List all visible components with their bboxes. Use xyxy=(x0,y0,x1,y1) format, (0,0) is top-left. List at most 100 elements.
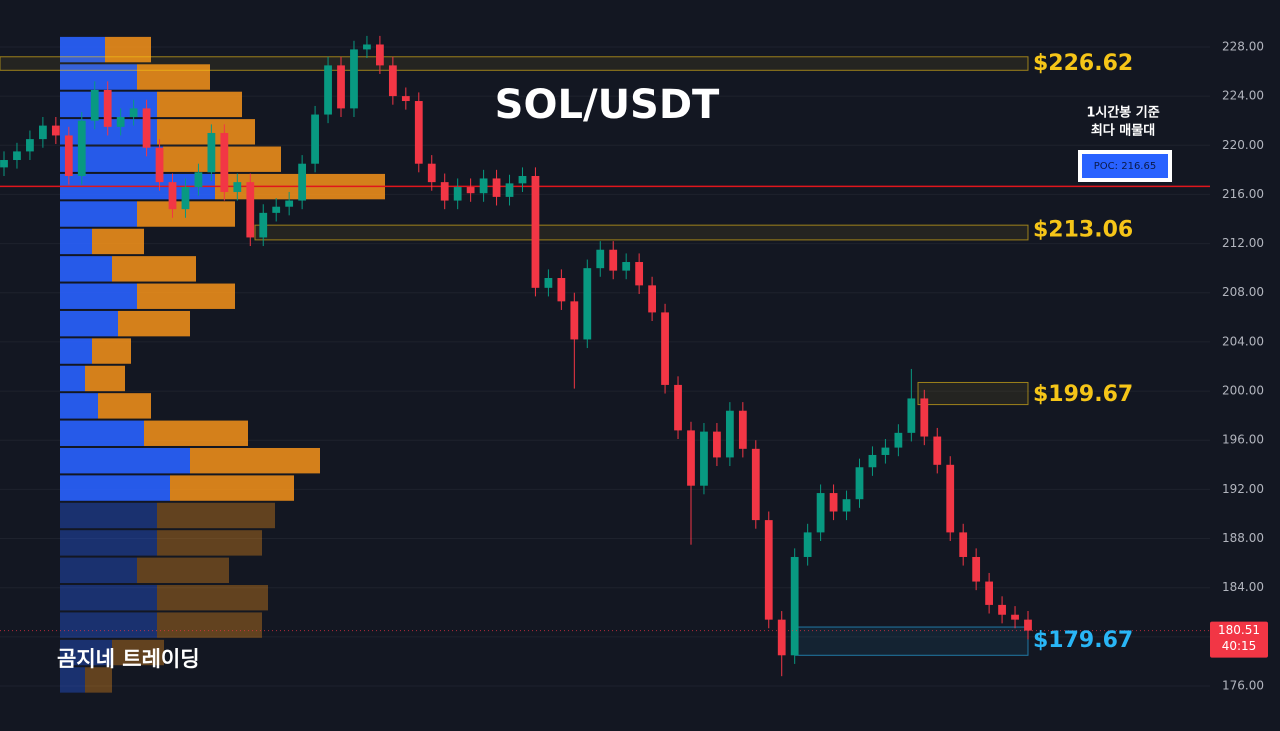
level-label: $226.62 xyxy=(1033,51,1133,76)
y-tick-label: 216.00 xyxy=(1222,187,1264,201)
profile-sell xyxy=(98,393,151,419)
candle-body xyxy=(609,249,618,271)
y-tick-label: 220.00 xyxy=(1222,138,1264,152)
profile-sell xyxy=(85,667,112,693)
candle-body xyxy=(531,175,540,288)
candle-body xyxy=(777,619,786,656)
plot xyxy=(0,35,1210,693)
profile-buy xyxy=(60,146,163,172)
candle-body xyxy=(518,175,527,184)
candle-body xyxy=(233,182,242,192)
candle-body xyxy=(259,212,268,238)
candle-body xyxy=(803,532,812,557)
candle-body xyxy=(0,160,8,168)
y-tick-label: 212.00 xyxy=(1222,236,1264,250)
profile-sell xyxy=(157,91,242,118)
profile-buy xyxy=(60,420,144,446)
profile-sell xyxy=(137,64,210,90)
candle-body xyxy=(583,268,592,340)
profile-buy xyxy=(60,557,137,584)
candle-body xyxy=(207,132,216,173)
profile-buy xyxy=(60,365,85,392)
profile-sell xyxy=(105,36,151,63)
profile-sell xyxy=(157,502,275,529)
level-label: $179.67 xyxy=(1033,628,1133,653)
level-zone xyxy=(794,626,1029,656)
candle-body xyxy=(661,312,669,385)
candle-body xyxy=(142,108,151,148)
profile-buy xyxy=(60,338,92,364)
candle-body xyxy=(116,116,125,127)
profile-sell xyxy=(190,447,320,474)
profile-buy xyxy=(60,530,157,556)
profile-sell xyxy=(85,365,125,392)
y-tick-label: 176.00 xyxy=(1222,679,1264,693)
candle-body xyxy=(920,398,929,437)
candle-body xyxy=(298,163,307,201)
candle-body xyxy=(129,108,138,117)
candle-body xyxy=(401,96,410,102)
candle-body xyxy=(751,448,760,521)
candle-body xyxy=(544,277,553,288)
profile-buy xyxy=(60,283,137,309)
y-tick-label: 196.00 xyxy=(1222,433,1264,447)
level-label: $199.67 xyxy=(1033,382,1133,407)
profile-sell xyxy=(92,338,131,364)
candle-body xyxy=(427,163,436,183)
y-tick-label: 224.00 xyxy=(1222,89,1264,103)
y-tick-label: 184.00 xyxy=(1222,580,1264,594)
profile-buy xyxy=(60,667,85,693)
candle-body xyxy=(246,182,255,238)
candle-body xyxy=(194,172,203,188)
profile-buy xyxy=(60,585,157,611)
candle-body xyxy=(337,65,345,109)
candle-body xyxy=(453,187,462,201)
poc-label: POC: 216.65 xyxy=(1094,161,1156,172)
candle-body xyxy=(440,182,449,201)
candle-body xyxy=(64,135,73,176)
candle-body xyxy=(38,125,47,140)
y-tick-label: 188.00 xyxy=(1222,531,1264,545)
y-tick-label: 204.00 xyxy=(1222,334,1264,348)
candles xyxy=(0,35,1032,677)
candle-body xyxy=(181,187,190,210)
candle-body xyxy=(816,493,825,533)
profile-buy xyxy=(60,228,92,255)
candle-body xyxy=(466,187,475,194)
profile-buy xyxy=(60,36,105,63)
candle-body xyxy=(103,89,112,127)
profile-buy xyxy=(60,393,98,419)
candle-body xyxy=(946,464,955,533)
candle-body xyxy=(220,132,229,192)
candle-body xyxy=(324,65,332,115)
candle-body xyxy=(687,430,695,486)
volume-profile xyxy=(60,36,385,693)
poc-box xyxy=(1082,154,1168,178)
profile-sell xyxy=(92,228,144,255)
chart-title: SOL/USDT xyxy=(495,82,720,128)
candle-body xyxy=(790,556,799,656)
y-tick-label: 228.00 xyxy=(1222,39,1264,53)
candle-body xyxy=(505,183,514,197)
candle-body xyxy=(622,262,631,271)
profile-buy xyxy=(60,612,157,638)
candle-body xyxy=(311,114,319,164)
candle-body xyxy=(492,178,501,197)
candle-body xyxy=(700,431,708,486)
profile-buy xyxy=(60,447,190,474)
candle-body xyxy=(388,65,397,97)
candle-body xyxy=(51,125,60,136)
candle-body xyxy=(26,139,34,152)
candle-body xyxy=(648,285,656,313)
candle-body xyxy=(855,467,864,500)
profile-buy xyxy=(60,201,137,227)
profile-buy xyxy=(60,502,157,529)
candle-body xyxy=(674,384,682,431)
profile-buy xyxy=(60,639,112,666)
candle-body xyxy=(985,581,994,605)
timer-label: 40:15 xyxy=(1222,639,1257,653)
profile-sell xyxy=(157,530,262,556)
candle-body xyxy=(1024,619,1032,631)
candle-body xyxy=(285,200,294,207)
